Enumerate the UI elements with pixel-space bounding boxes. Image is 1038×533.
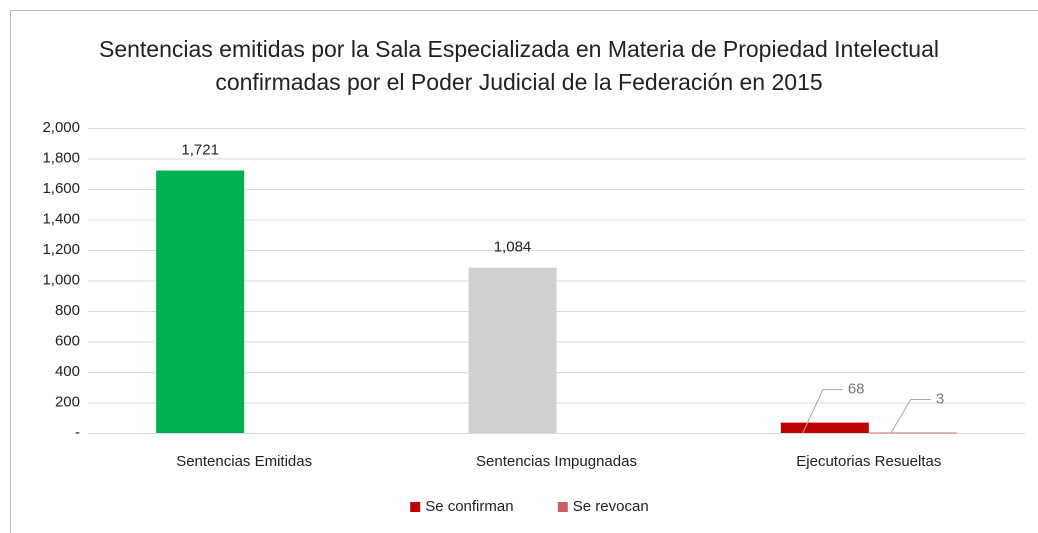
data-label: 1,084 bbox=[494, 239, 532, 256]
x-tick-label: Sentencias Emitidas bbox=[176, 453, 312, 470]
chart-title: Sentencias emitidas por la Sala Especial… bbox=[98, 36, 939, 95]
leader-line bbox=[802, 389, 843, 434]
bar bbox=[868, 432, 957, 434]
bar bbox=[780, 422, 869, 433]
data-label: 1,721 bbox=[181, 142, 219, 159]
x-tick-label: Sentencias Impugnadas bbox=[476, 453, 637, 470]
y-tick-label: 2,000 bbox=[42, 119, 80, 136]
data-label: 68 bbox=[848, 381, 865, 398]
legend-swatch bbox=[557, 502, 568, 512]
leader-line bbox=[890, 399, 931, 434]
y-tick-label: - bbox=[75, 424, 80, 441]
y-tick-label: 1,000 bbox=[42, 271, 80, 288]
y-tick-label: 200 bbox=[55, 393, 80, 410]
legend-label: Se confirman bbox=[425, 498, 513, 515]
x-tick-label: Ejecutorias Resueltas bbox=[796, 453, 941, 470]
legend-label: Se revocan bbox=[573, 498, 649, 515]
bar bbox=[468, 267, 557, 433]
data-label: 3 bbox=[936, 391, 944, 408]
y-tick-label: 1,600 bbox=[42, 180, 80, 197]
bar bbox=[156, 170, 245, 434]
frame bbox=[10, 10, 1038, 533]
y-tick-label: 600 bbox=[55, 332, 80, 349]
y-tick-label: 1,400 bbox=[42, 210, 80, 227]
y-tick-label: 400 bbox=[55, 363, 80, 380]
y-tick-label: 800 bbox=[55, 302, 80, 319]
y-tick-label: 1,200 bbox=[42, 241, 80, 258]
y-tick-label: 1,800 bbox=[42, 149, 80, 166]
legend-swatch bbox=[410, 502, 421, 512]
